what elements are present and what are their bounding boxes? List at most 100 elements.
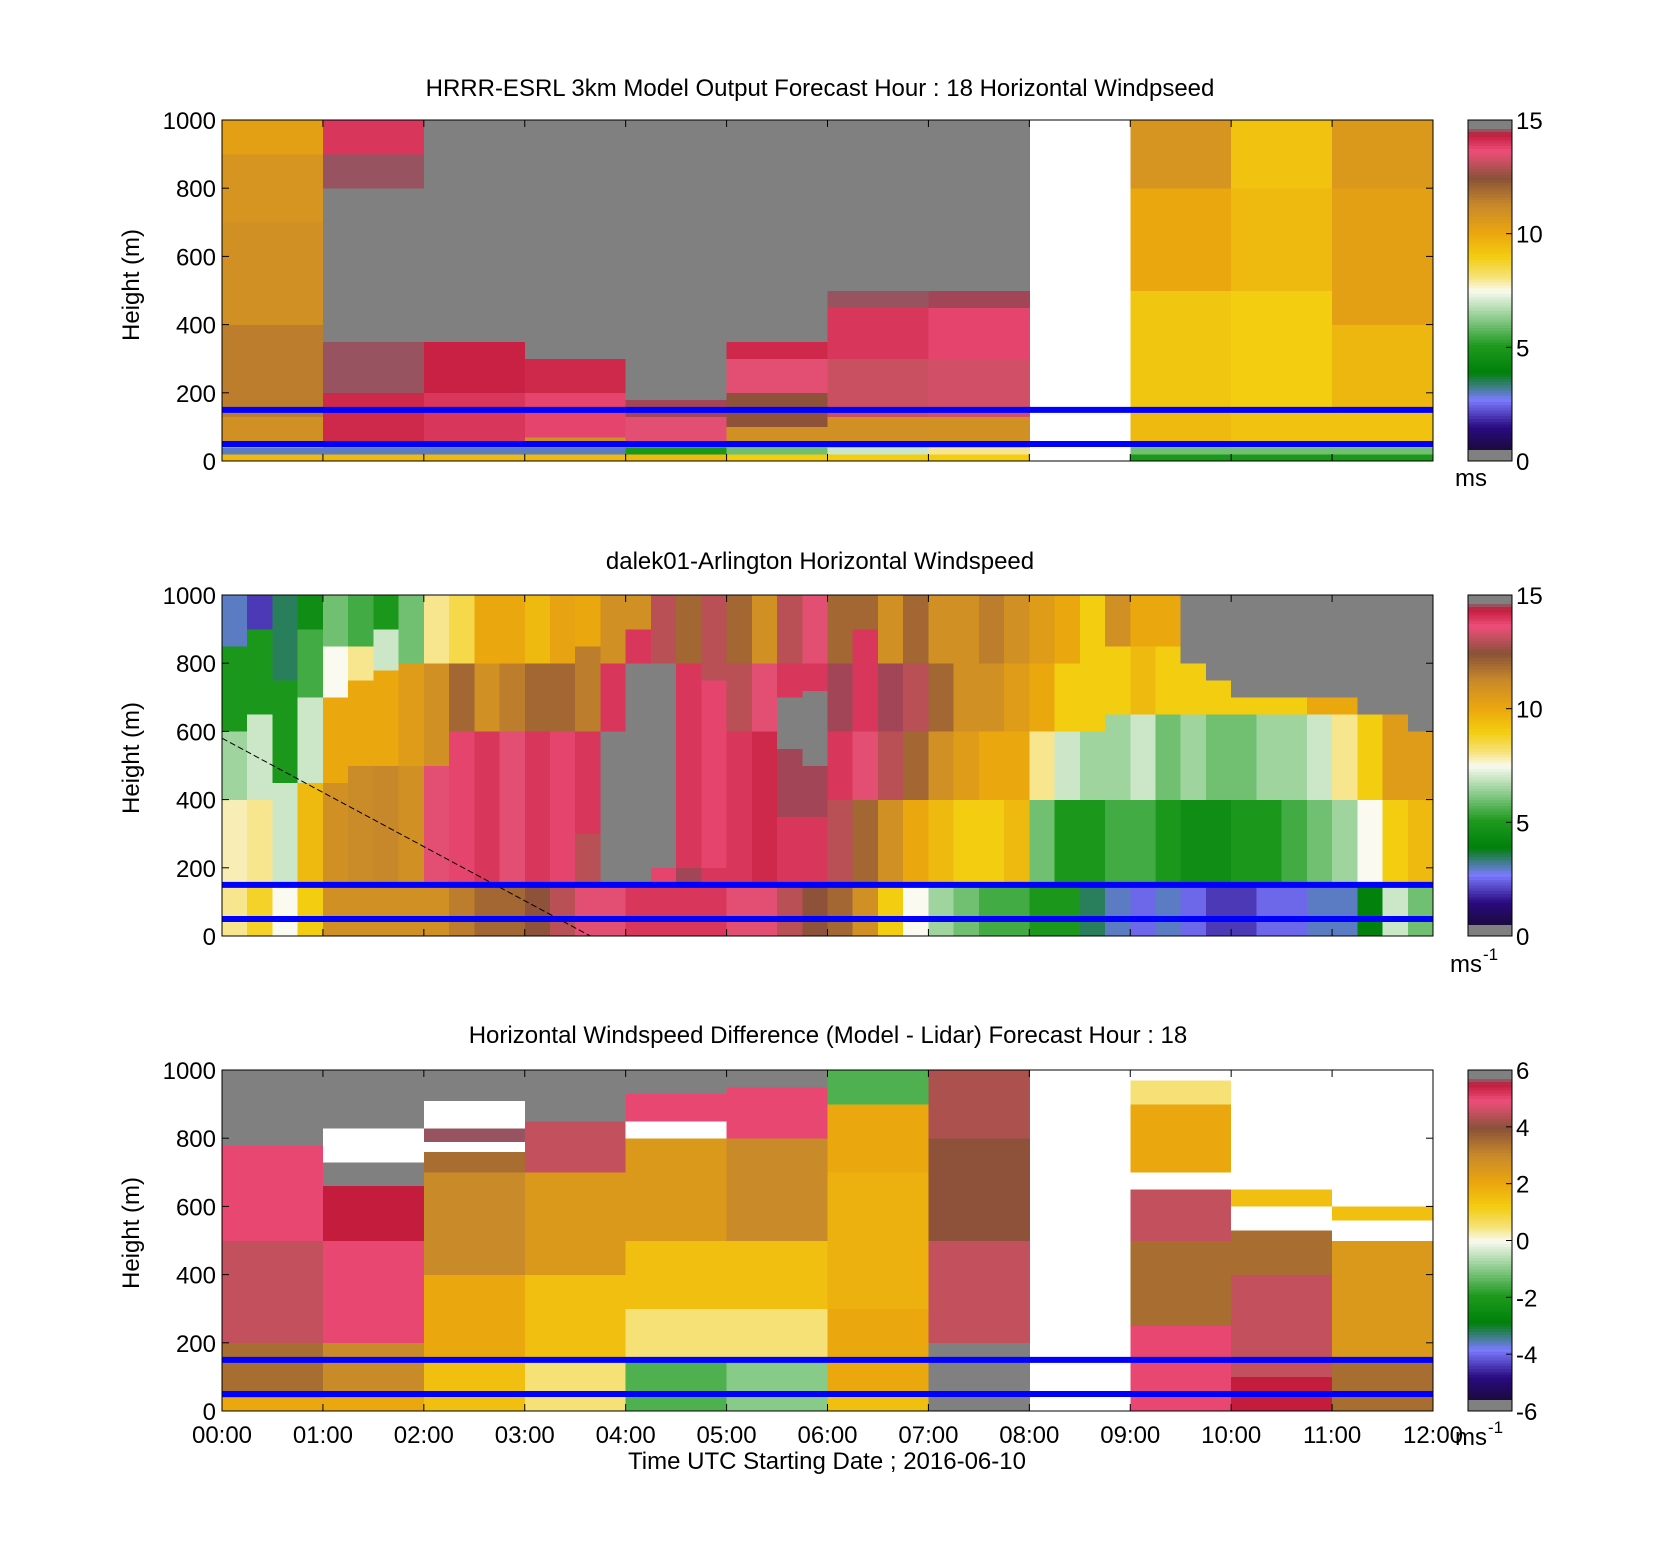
colorbar-step <box>1468 330 1512 334</box>
colorbar-step <box>1468 1283 1512 1287</box>
cell-22-3 <box>777 697 803 749</box>
colorbar-step <box>1468 1408 1512 1412</box>
colorbar-step <box>1468 1294 1512 1298</box>
cell-9-2 <box>449 663 475 732</box>
panel-difference-heatmap <box>221 1069 1434 1412</box>
cell-2-1 <box>272 782 299 886</box>
cell-5-6 <box>726 120 828 342</box>
cell-12-3 <box>524 595 551 664</box>
cell-37-0 <box>1155 884 1182 937</box>
colorbar-step <box>1468 250 1512 255</box>
cell-3-0 <box>297 884 324 937</box>
cell-4-2 <box>625 1240 728 1309</box>
cell-34-4 <box>1079 595 1106 664</box>
cell-43-0 <box>1306 884 1333 937</box>
cell-6-5 <box>827 290 929 308</box>
colorbar-step <box>1468 350 1512 354</box>
cell-42-3 <box>1281 697 1308 715</box>
cell-28-2 <box>928 731 955 800</box>
cell-32-4 <box>1029 595 1056 664</box>
cell-3-1 <box>297 782 324 886</box>
colorbar-step <box>1468 262 1512 266</box>
colorbar-step <box>1468 921 1512 926</box>
cell-44-1 <box>1332 799 1358 886</box>
cell-26-1 <box>877 799 904 886</box>
colorbar-step <box>1468 1089 1512 1094</box>
colorbar-step <box>1468 347 1512 351</box>
colorbar-step <box>1468 1197 1512 1202</box>
colorbar-step <box>1468 225 1512 229</box>
colorbar-step <box>1468 1266 1512 1270</box>
cell-36-2 <box>1130 714 1156 800</box>
cell-0-3 <box>222 416 324 441</box>
colorbar-step <box>1468 1084 1512 1088</box>
colorbar-step <box>1468 674 1512 679</box>
cell-8-6 <box>1130 1080 1232 1105</box>
cell-36-0 <box>1130 884 1156 937</box>
colorbar-step <box>1468 768 1512 772</box>
cell-1-3 <box>247 629 273 715</box>
cell-22-1 <box>777 816 803 886</box>
colorbar-step <box>1468 725 1512 730</box>
cell-0-3 <box>222 646 248 732</box>
colorbar-step <box>1468 705 1512 710</box>
colorbar-step <box>1468 648 1512 653</box>
y-tick-label: 0 <box>203 1399 216 1426</box>
cell-35-3 <box>1105 646 1131 715</box>
colorbar-step <box>1468 1371 1512 1375</box>
cell-2-5 <box>423 1127 526 1142</box>
cell-18-2 <box>676 663 702 869</box>
cell-4-3 <box>322 646 349 698</box>
cell-16-3 <box>625 595 652 630</box>
cell-12-1 <box>524 731 551 886</box>
colorbar-step <box>1468 273 1512 277</box>
colorbar-step <box>1468 756 1512 761</box>
colorbar-step <box>1468 137 1512 141</box>
colorbar-step <box>1468 1106 1512 1111</box>
cell-23-5 <box>802 595 828 664</box>
colorbar-step <box>1468 387 1512 391</box>
cell-7-0 <box>928 1342 1030 1412</box>
colorbar-step <box>1468 341 1512 346</box>
cell-25-0 <box>852 884 879 937</box>
cell-44-3 <box>1332 697 1358 715</box>
colorbar-step <box>1468 708 1512 713</box>
panel-lidar-ylabel: Height (m) <box>118 702 145 814</box>
cell-31-0 <box>1004 884 1030 937</box>
cell-43-4 <box>1306 595 1333 698</box>
cell-6-0 <box>827 1393 929 1412</box>
cell-10-2 <box>474 663 501 732</box>
cell-9-1 <box>1231 447 1333 455</box>
colorbar-step <box>1468 1396 1512 1401</box>
colorbar-step <box>1468 1382 1512 1387</box>
cell-0-7 <box>222 120 324 155</box>
colorbar-step <box>1468 327 1512 331</box>
y-tick-label: 800 <box>176 176 216 203</box>
colorbar-step <box>1468 276 1512 280</box>
colorbar-step <box>1468 600 1512 605</box>
cell-39-1 <box>1205 799 1232 886</box>
colorbar-step <box>1468 663 1512 667</box>
cell-4-5 <box>625 120 728 400</box>
cell-20-3 <box>726 595 753 664</box>
colorbar-step <box>1468 856 1512 860</box>
cell-6-4 <box>827 307 929 359</box>
cell-1-5 <box>322 1127 425 1163</box>
colorbar-step <box>1468 901 1512 906</box>
cell-4-6 <box>625 1070 728 1095</box>
colorbar-step <box>1468 227 1512 232</box>
colorbar-step <box>1468 666 1512 670</box>
cell-34-0 <box>1079 884 1106 937</box>
cell-10-0 <box>1332 454 1434 462</box>
cell-40-4 <box>1231 595 1257 698</box>
cell-44-4 <box>1332 595 1358 698</box>
colorbar-step <box>1468 1277 1512 1281</box>
cell-5-3 <box>348 646 374 681</box>
colorbar-step <box>1468 324 1512 329</box>
colorbar-step <box>1468 776 1512 781</box>
colorbar-step <box>1468 452 1512 456</box>
cell-15-2 <box>600 663 627 732</box>
cell-20-1 <box>726 731 753 886</box>
y-tick-label: 200 <box>176 381 216 408</box>
colorbar-step <box>1468 1195 1512 1199</box>
